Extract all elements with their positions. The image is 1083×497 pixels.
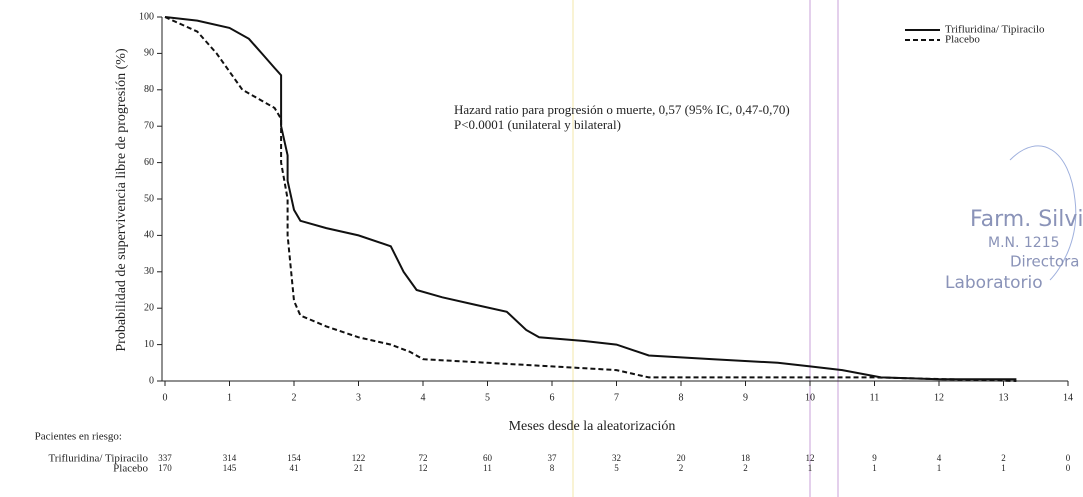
risk-count: 2	[743, 463, 748, 473]
x-tick-label: 4	[421, 392, 426, 403]
stamp-line: Laboratorio	[945, 273, 1043, 293]
risk-count: 0	[1066, 463, 1071, 473]
risk-count: 0	[1066, 453, 1071, 463]
risk-count: 154	[287, 453, 301, 463]
x-tick-label: 10	[805, 392, 815, 403]
y-tick-label: 50	[144, 193, 154, 204]
y-tick-label: 60	[144, 157, 154, 168]
km-curve	[164, 16, 1017, 382]
x-tick-label: 12	[934, 392, 944, 403]
risk-count: 145	[223, 463, 237, 473]
x-tick-label: 14	[1063, 392, 1073, 403]
risk-table-title: Pacientes en riesgo:	[35, 431, 122, 443]
legend-label: Trifluridina/ Tipiracilo	[945, 24, 1045, 36]
y-tick-label: 30	[144, 266, 154, 277]
risk-row-label: Trifluridina/ Tipiracilo	[48, 453, 148, 465]
risk-count: 122	[352, 453, 366, 463]
y-tick-label: 20	[144, 302, 154, 313]
x-tick-label: 2	[292, 392, 297, 403]
x-tick-label: 13	[999, 392, 1009, 403]
risk-count: 8	[550, 463, 555, 473]
risk-count: 2	[1001, 453, 1006, 463]
risk-count: 1	[1001, 463, 1006, 473]
risk-count: 41	[290, 463, 299, 473]
risk-count: 2	[679, 463, 684, 473]
risk-count: 12	[419, 463, 428, 473]
y-tick-label: 80	[144, 84, 154, 95]
risk-count: 11	[483, 463, 492, 473]
risk-count: 337	[158, 453, 172, 463]
risk-count: 12	[806, 453, 815, 463]
x-tick-label: 7	[614, 392, 619, 403]
risk-count: 314	[223, 453, 237, 463]
risk-count: 72	[419, 453, 428, 463]
risk-count: 9	[872, 453, 877, 463]
y-tick-label: 0	[149, 375, 154, 386]
x-axis-label: Meses desde la aleatorización	[509, 419, 676, 434]
stamp-line: M.N. 1215	[988, 235, 1060, 251]
y-tick-label: 100	[139, 11, 154, 22]
x-tick-label: 6	[550, 392, 555, 403]
stamp-line: Directora	[1010, 253, 1079, 271]
legend-label: Placebo	[945, 34, 980, 46]
risk-count: 60	[483, 453, 493, 463]
risk-count: 1	[937, 463, 942, 473]
risk-count: 4	[937, 453, 942, 463]
risk-count: 1	[808, 463, 813, 473]
y-tick-label: 10	[144, 339, 154, 350]
x-tick-label: 3	[356, 392, 361, 403]
y-tick-label: 40	[144, 230, 154, 241]
risk-count: 20	[677, 453, 687, 463]
risk-count: 32	[612, 453, 621, 463]
risk-count: 37	[548, 453, 558, 463]
risk-row-label: Placebo	[113, 463, 148, 475]
y-tick-label: 90	[144, 48, 154, 59]
stamp-line: Farm. Silvi	[970, 207, 1083, 232]
annotation: Hazard ratio para progresión o muerte, 0…	[454, 102, 790, 117]
risk-count: 21	[354, 463, 363, 473]
x-tick-label: 0	[163, 392, 168, 403]
risk-count: 18	[741, 453, 751, 463]
annotation: P<0.0001 (unilateral y bilateral)	[454, 117, 621, 132]
risk-count: 5	[614, 463, 619, 473]
stamp-signature	[1009, 145, 1077, 281]
risk-count: 170	[158, 463, 172, 473]
x-tick-label: 11	[870, 392, 880, 403]
x-tick-label: 8	[679, 392, 684, 403]
km-curve	[164, 16, 1017, 381]
y-tick-label: 70	[144, 120, 154, 131]
risk-count: 1	[872, 463, 877, 473]
x-tick-label: 5	[485, 392, 490, 403]
y-axis-label: Probabilidad de supervivencia libre de p…	[114, 48, 129, 352]
x-tick-label: 9	[743, 392, 748, 403]
x-tick-label: 1	[227, 392, 232, 403]
